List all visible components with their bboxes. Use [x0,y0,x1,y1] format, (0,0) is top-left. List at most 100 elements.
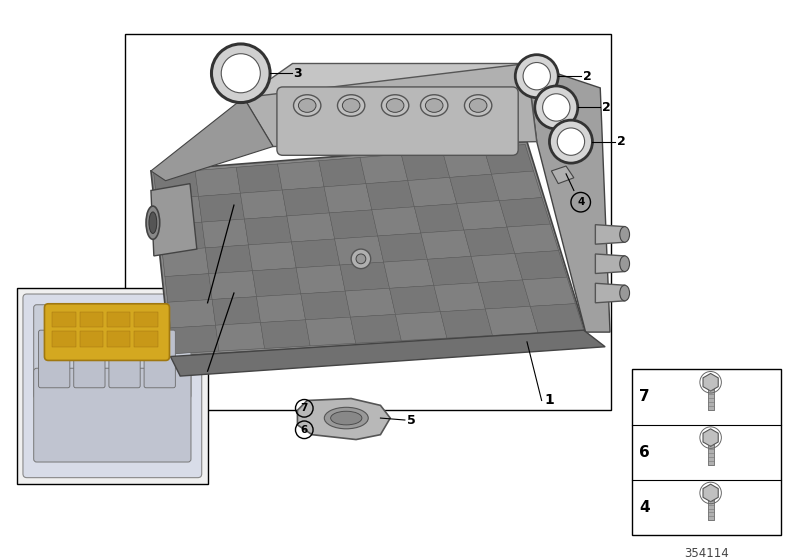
Polygon shape [434,283,486,312]
Polygon shape [478,280,530,309]
Polygon shape [306,317,356,346]
Polygon shape [209,271,257,300]
Polygon shape [154,171,198,199]
Polygon shape [151,142,586,357]
Bar [134,311,158,327]
Polygon shape [195,167,240,197]
Polygon shape [198,193,244,222]
Polygon shape [486,306,538,335]
Circle shape [222,54,260,93]
Ellipse shape [294,95,321,116]
Polygon shape [202,219,249,248]
Bar [708,493,714,520]
Bar [52,311,76,327]
Polygon shape [215,323,265,351]
Text: 2: 2 [582,69,591,83]
Polygon shape [301,291,350,320]
Text: 5: 5 [407,413,415,427]
Polygon shape [551,166,574,184]
Polygon shape [421,230,471,259]
Circle shape [523,63,550,90]
Polygon shape [390,286,440,314]
Ellipse shape [338,95,365,116]
Polygon shape [408,178,457,207]
FancyBboxPatch shape [34,368,191,462]
Text: 2: 2 [617,135,626,148]
Polygon shape [330,210,378,239]
FancyBboxPatch shape [109,330,140,388]
Polygon shape [703,374,718,391]
Polygon shape [514,251,567,280]
FancyBboxPatch shape [144,330,175,388]
Polygon shape [253,268,301,297]
Ellipse shape [620,227,630,242]
Polygon shape [395,312,447,340]
Ellipse shape [330,411,362,425]
Ellipse shape [620,256,630,272]
Polygon shape [360,155,408,184]
Polygon shape [157,197,202,225]
Ellipse shape [470,99,487,113]
Ellipse shape [421,95,448,116]
Polygon shape [151,97,273,181]
Polygon shape [244,63,586,97]
Polygon shape [402,151,450,180]
Polygon shape [340,262,390,291]
Polygon shape [165,274,212,302]
Polygon shape [530,304,584,333]
Ellipse shape [386,99,404,113]
Polygon shape [442,148,491,178]
Ellipse shape [382,95,409,116]
Polygon shape [206,245,253,274]
FancyBboxPatch shape [277,87,518,155]
Polygon shape [282,187,330,216]
Polygon shape [414,204,464,233]
Ellipse shape [426,99,443,113]
Polygon shape [378,233,427,262]
Polygon shape [244,216,291,245]
FancyBboxPatch shape [45,304,170,361]
Circle shape [211,44,270,102]
Polygon shape [168,300,215,328]
Circle shape [534,86,578,129]
Circle shape [356,254,366,264]
Polygon shape [703,484,718,502]
Polygon shape [159,222,206,251]
Bar [17,288,207,483]
Polygon shape [212,297,261,325]
Polygon shape [522,277,575,306]
Polygon shape [427,256,478,286]
Polygon shape [507,224,558,254]
Bar [708,437,714,465]
Bar [633,369,781,535]
Polygon shape [151,184,197,256]
Polygon shape [162,248,209,277]
Polygon shape [278,161,324,190]
Polygon shape [240,190,287,219]
Polygon shape [471,254,522,283]
Polygon shape [319,157,366,187]
Circle shape [351,249,370,269]
Text: 4: 4 [639,500,650,515]
FancyBboxPatch shape [74,330,105,388]
Bar [80,331,103,347]
Polygon shape [244,63,537,147]
Circle shape [558,128,585,155]
Polygon shape [261,320,310,348]
Polygon shape [170,330,605,376]
Polygon shape [595,225,625,244]
FancyBboxPatch shape [23,294,202,478]
Polygon shape [291,239,340,268]
Text: 354114: 354114 [684,547,729,560]
Text: 1: 1 [545,394,554,408]
Polygon shape [287,213,334,242]
Circle shape [542,94,570,121]
Polygon shape [298,399,390,440]
Polygon shape [249,242,296,271]
Polygon shape [440,309,493,338]
FancyBboxPatch shape [38,330,70,388]
Polygon shape [457,200,507,230]
Ellipse shape [149,212,157,234]
Text: 7: 7 [301,403,308,413]
Ellipse shape [146,206,160,239]
